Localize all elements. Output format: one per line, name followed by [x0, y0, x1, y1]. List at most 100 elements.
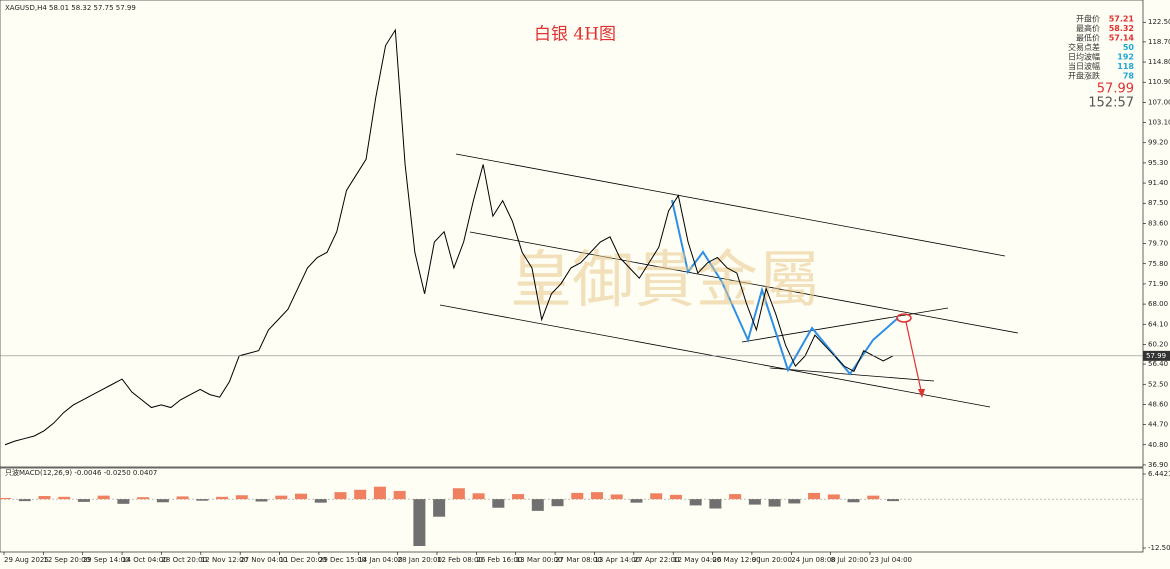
y-tick-label: 122.50 — [1148, 18, 1170, 26]
x-tick-label: 23 Jul 04:00 — [870, 556, 912, 564]
x-tick-label: 14 Jan 04:00 — [358, 556, 402, 564]
macd-bar — [788, 499, 801, 504]
macd-bar — [216, 496, 229, 500]
macd-bar — [591, 492, 603, 500]
macd-bar — [650, 493, 663, 500]
panel-value: 192 — [1117, 53, 1134, 62]
macd-bar — [58, 496, 71, 500]
panel-timer: 152:57 — [1088, 96, 1134, 111]
y-tick-label: 118.70 — [1148, 38, 1170, 46]
x-tick-label: 27 Nov 04:00 — [240, 556, 287, 564]
macd-bar — [354, 489, 367, 500]
y-tick-label: 52.50 — [1148, 380, 1168, 388]
x-tick-label: 12 Sep 20:00 — [43, 556, 90, 564]
y-tick-label: 83.60 — [1148, 219, 1168, 227]
x-tick-label: 26 Feb 16:00 — [476, 556, 522, 564]
macd-bar — [255, 499, 268, 502]
channel-top — [455, 153, 1006, 257]
macd-bar — [38, 496, 51, 500]
macd-bar — [709, 499, 722, 509]
x-tick-label: 13 Apr 14:00 — [594, 556, 640, 564]
y-tick-label: 91.40 — [1148, 179, 1168, 187]
macd-bar — [77, 499, 90, 502]
x-tick-label: 9 Jun 20:00 — [752, 556, 792, 564]
macd-bar — [472, 493, 485, 500]
y-tick-label: 114.80 — [1148, 58, 1170, 66]
title: 白银 4H图 — [534, 25, 616, 45]
macd-bar — [452, 488, 465, 500]
y-tick-label: 56.40 — [1148, 360, 1168, 368]
main-pane — [0, 0, 1144, 468]
arrow-head — [918, 389, 925, 398]
last-price-label: 57.99 — [1146, 352, 1166, 360]
macd-bar — [551, 499, 564, 507]
panel-label: 开盘涨跌 — [1068, 71, 1100, 81]
channel-mid — [469, 231, 1019, 334]
y-tick-label: 40.80 — [1148, 441, 1168, 449]
symbol-info: XAGUSD,H4 58.01 58.32 57.75 57.99 — [5, 4, 136, 12]
macd-bar — [413, 499, 426, 547]
macd-bar — [827, 494, 840, 500]
y-tick-label: 79.70 — [1148, 240, 1168, 248]
panel-label: 交易点差 — [1068, 42, 1100, 52]
macd-bar — [808, 492, 821, 500]
x-tick-label: 28 Oct 20:00 — [161, 556, 207, 564]
macd-bar — [295, 493, 307, 500]
macd-bar — [156, 499, 169, 503]
y-tick-label: 110.90 — [1148, 78, 1170, 86]
macd-bar — [235, 495, 248, 500]
y-tick-label: 60.20 — [1148, 340, 1168, 348]
panel-value: 50 — [1123, 43, 1135, 52]
macd-bar — [729, 494, 742, 500]
macd-bar — [137, 497, 150, 500]
y-tick-label: 6.4421 — [1148, 470, 1170, 478]
y-tick-label: 44.70 — [1148, 421, 1168, 429]
x-tick-label: 29 Dec 15:00 — [319, 556, 366, 564]
panel-label: 开盘价 — [1076, 14, 1100, 24]
panel-label: 日均波幅 — [1068, 52, 1100, 62]
macd-pane — [0, 467, 1144, 553]
x-tick-label: 12 Nov 12:00 — [201, 556, 248, 564]
macd-title: 只波MACD(12,26,9) -0.0046 -0.0250 0.0407 — [5, 468, 157, 477]
macd-bar — [97, 495, 110, 500]
macd-bar — [531, 499, 544, 511]
panel-value: 57.21 — [1109, 15, 1135, 24]
macd-bar — [689, 499, 702, 506]
macd-bar — [314, 499, 327, 503]
x-tick-label: 13 Mar 00:00 — [516, 556, 563, 564]
x-tick-label: 29 Aug 2025 — [4, 556, 49, 564]
macd-bar — [669, 494, 682, 500]
macd-bar — [748, 499, 761, 505]
macd-bar — [847, 499, 860, 503]
macd-bar — [176, 496, 189, 500]
panel-price: 57.99 — [1097, 82, 1134, 97]
x-tick-label: 28 Jan 20:00 — [398, 556, 442, 564]
panel-value: 57.14 — [1109, 34, 1135, 43]
macd-bar — [571, 492, 584, 500]
macd-bar — [887, 499, 899, 502]
arrow — [905, 321, 923, 396]
x-tick-label: 27 Mar 08:00 — [555, 556, 602, 564]
macd-bar — [18, 499, 31, 502]
y-tick-label: 64.10 — [1148, 320, 1168, 328]
macd-bar — [610, 494, 623, 500]
y-tick-label: 36.90 — [1148, 461, 1168, 469]
watermark: 皇御貴金屬 — [510, 243, 820, 316]
macd-bar — [630, 499, 643, 503]
panel-value: 58.32 — [1109, 24, 1134, 33]
y-tick-label: 87.50 — [1148, 199, 1168, 207]
x-tick-label: 14 Oct 04:00 — [122, 556, 168, 564]
x-tick-label: 26 May 12:00 — [713, 556, 761, 564]
price-line — [4, 28, 894, 446]
panel-label: 最低价 — [1076, 33, 1100, 43]
y-tick-label: 95.30 — [1148, 159, 1168, 167]
y-tick-label: -12.5098 — [1148, 544, 1170, 552]
macd-bar — [117, 499, 130, 504]
y-tick-label: 68.00 — [1148, 300, 1168, 308]
y-tick-label: 75.80 — [1148, 260, 1168, 268]
x-tick-label: 29 Sep 14:00 — [83, 556, 130, 564]
target-circle — [896, 313, 912, 323]
x-tick-label: 27 Apr 22:00 — [634, 556, 680, 564]
y-tick-label: 71.90 — [1148, 280, 1168, 288]
